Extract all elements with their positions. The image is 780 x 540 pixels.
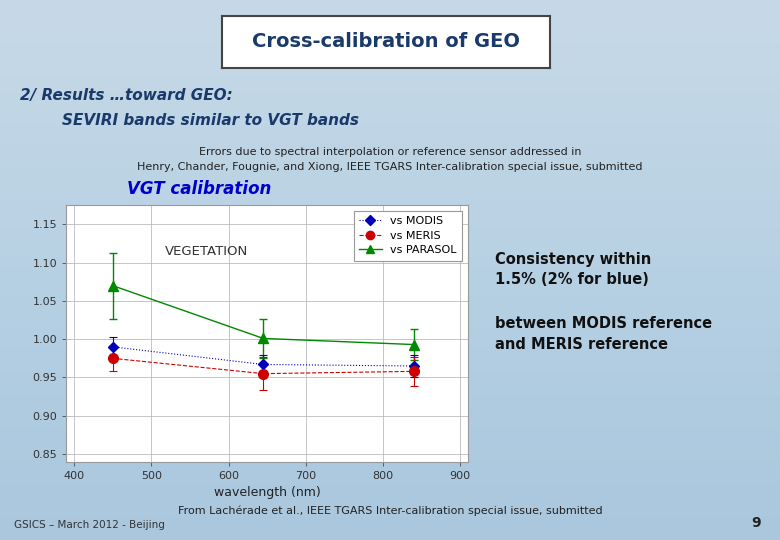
Legend: vs MODIS, vs MERIS, vs PARASOL: vs MODIS, vs MERIS, vs PARASOL xyxy=(353,211,463,261)
Text: 2/ Results …toward GEO:: 2/ Results …toward GEO: xyxy=(20,88,232,103)
X-axis label: wavelength (nm): wavelength (nm) xyxy=(214,487,321,500)
Text: Henry, Chander, Fougnie, and Xiong, IEEE TGARS Inter-calibration special issue, : Henry, Chander, Fougnie, and Xiong, IEEE… xyxy=(137,163,643,172)
Text: Cross-calibration of GEO: Cross-calibration of GEO xyxy=(252,32,520,51)
Text: 1.5% (2% for blue): 1.5% (2% for blue) xyxy=(495,272,649,287)
Text: and MERIS reference: and MERIS reference xyxy=(495,337,668,352)
Text: 9: 9 xyxy=(751,516,760,530)
Text: between MODIS reference: between MODIS reference xyxy=(495,316,712,332)
Text: Consistency within: Consistency within xyxy=(495,252,651,267)
Text: SEVIRI bands similar to VGT bands: SEVIRI bands similar to VGT bands xyxy=(62,113,360,129)
Text: GSICS – March 2012 - Beijing: GSICS – March 2012 - Beijing xyxy=(14,520,165,530)
Text: VEGETATION: VEGETATION xyxy=(165,245,249,258)
Text: Errors due to spectral interpolation or reference sensor addressed in: Errors due to spectral interpolation or … xyxy=(199,147,581,157)
Text: VGT calibration: VGT calibration xyxy=(126,180,271,198)
Text: From Lachérade et al., IEEE TGARS Inter-calibration special issue, submitted: From Lachérade et al., IEEE TGARS Inter-… xyxy=(178,505,602,516)
